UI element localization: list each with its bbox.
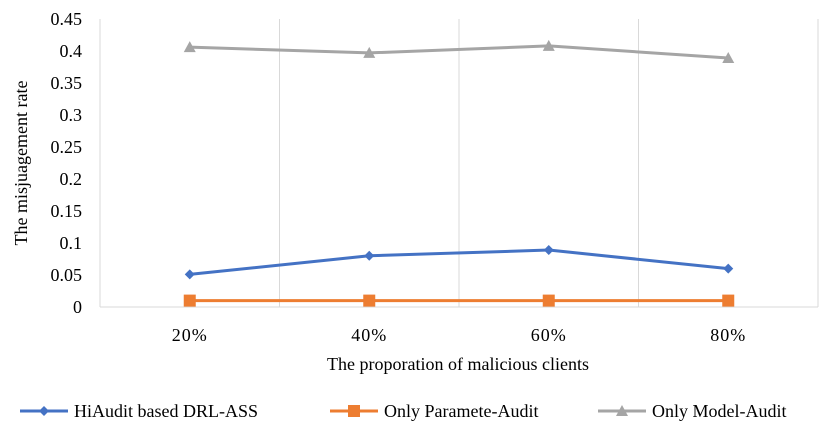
y-tick-label: 0.45	[51, 9, 83, 29]
data-point	[183, 41, 196, 53]
series-line	[189, 248, 729, 276]
series-1	[184, 245, 734, 280]
data-point	[543, 245, 554, 256]
series-3	[183, 39, 735, 64]
x-axis-label: The proporation of malicious clients	[327, 354, 589, 374]
data-point	[363, 294, 376, 307]
y-tick-label: 0.1	[60, 233, 83, 253]
y-axis-label: The misjuagement rate	[11, 81, 31, 246]
legend-label: HiAudit based DRL-ASS	[74, 401, 258, 421]
x-tick-label: 40%	[351, 325, 387, 345]
y-tick-labels: 0 0.05 0.1 0.15 0.2 0.25 0.3 0.35 0.4 0.45	[51, 9, 83, 317]
y-tick-label: 0.2	[60, 169, 83, 189]
x-tick-label: 20%	[172, 325, 208, 345]
legend-marker	[39, 406, 49, 416]
data-point	[363, 46, 376, 58]
legend-item-2: Only Paramete-Audit	[330, 401, 538, 421]
y-tick-label: 0	[73, 297, 82, 317]
y-tick-label: 0.15	[51, 201, 83, 221]
data-point	[722, 52, 735, 64]
y-tick-label: 0.3	[60, 105, 83, 125]
legend-label: Only Model-Audit	[652, 401, 787, 421]
y-tick-label: 0.25	[51, 137, 83, 157]
data-point	[723, 263, 734, 274]
legend-label: Only Paramete-Audit	[384, 401, 538, 421]
x-tick-labels: 20% 40% 60% 80%	[172, 325, 746, 345]
legend-marker	[348, 405, 360, 417]
x-tick-label: 60%	[531, 325, 567, 345]
y-tick-label: 0.35	[51, 73, 83, 93]
legend-marker	[616, 405, 628, 416]
legend-item-3: Only Model-Audit	[598, 401, 787, 421]
x-tick-label: 80%	[710, 325, 746, 345]
series-line	[189, 44, 729, 60]
series-group	[183, 39, 735, 307]
data-point	[542, 294, 555, 307]
legend-item-1: HiAudit based DRL-ASS	[20, 401, 258, 421]
data-point	[184, 269, 195, 280]
y-tick-label: 0.4	[60, 41, 83, 61]
grid-lines	[99, 19, 819, 307]
data-point	[722, 294, 735, 307]
data-point	[364, 250, 375, 261]
data-point	[542, 39, 555, 51]
series-2	[183, 294, 735, 307]
data-point	[183, 294, 196, 307]
legend: HiAudit based DRL-ASS Only Paramete-Audit…	[20, 401, 787, 421]
y-tick-label: 0.05	[51, 265, 83, 285]
